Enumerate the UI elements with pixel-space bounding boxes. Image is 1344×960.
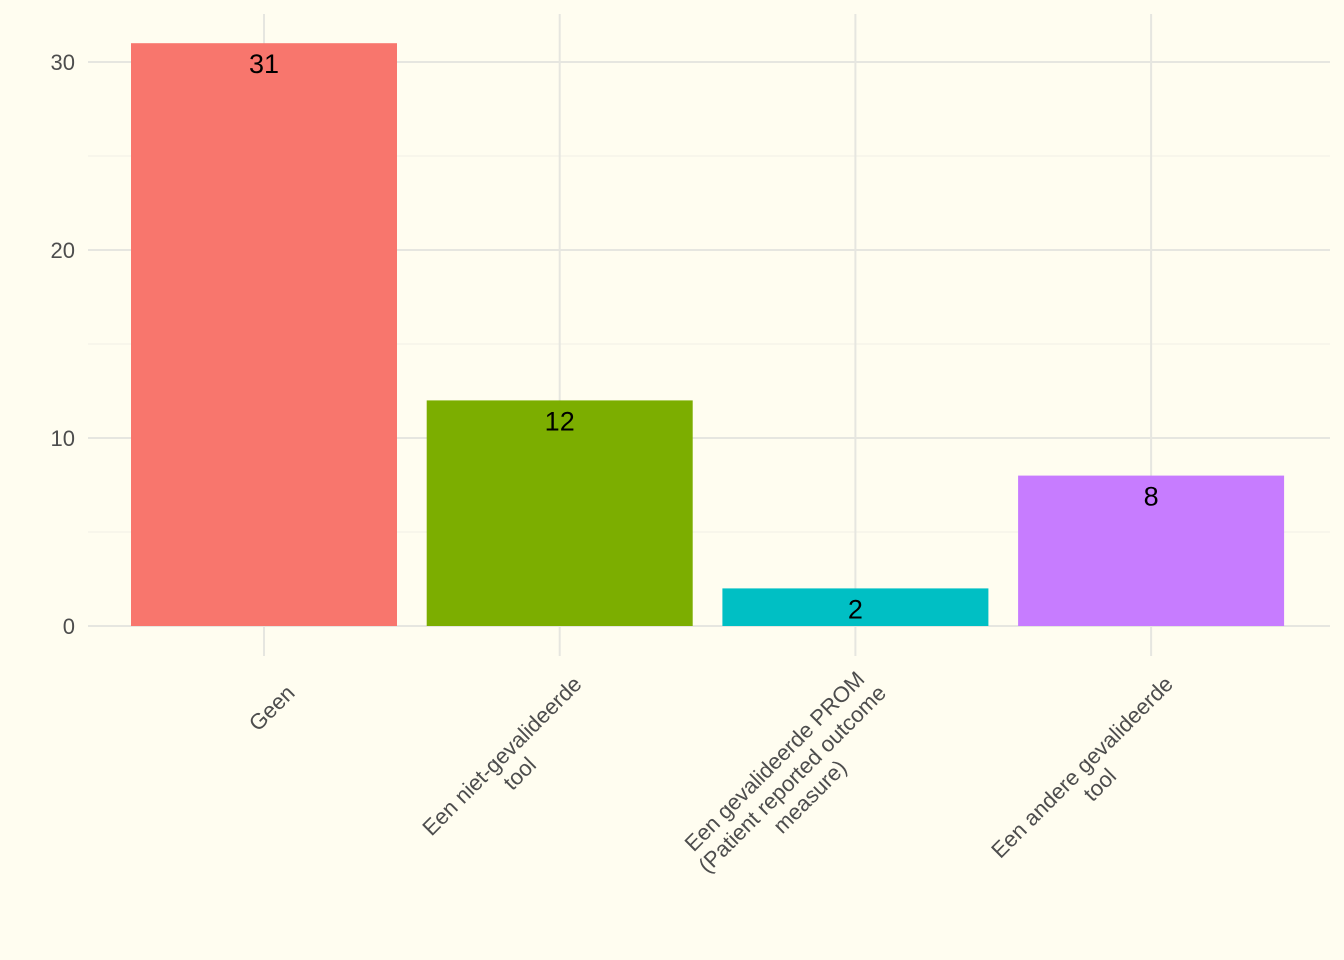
x-tick-label: Een niet-gevalideerdetool: [417, 671, 604, 858]
bar: [1018, 475, 1285, 626]
x-tick-label-line: (Patient reported outcome: [693, 680, 891, 878]
data-labels: 31 12 2 8: [249, 49, 1159, 624]
x-tick-label-text: Een niet-gevalideerdetool: [417, 671, 604, 858]
x-tick-label-text: Geen: [244, 680, 300, 736]
y-tick-label: 0: [63, 614, 75, 639]
y-axis-tick-labels: 0 10 20 30: [51, 50, 75, 639]
x-tick-label-text: Een andere gevalideerdetool: [986, 671, 1195, 880]
y-tick-label: 20: [51, 238, 75, 263]
bars: [131, 43, 1285, 626]
x-tick-label-line: Een niet-gevalideerde: [417, 671, 586, 840]
x-tick-label: Een andere gevalideerdetool: [986, 671, 1195, 880]
bar: [131, 43, 397, 626]
y-tick-label: 30: [51, 50, 75, 75]
y-tick-label: 10: [51, 426, 75, 451]
x-tick-label: Geen: [244, 680, 300, 736]
x-tick-label-text: Een gevalideerde PROM(Patient reported o…: [676, 663, 909, 896]
data-label: 12: [545, 406, 575, 436]
bar: [426, 400, 693, 626]
x-axis-tick-labels: Geen Een niet-gevalideerdetool Een gevalid…: [244, 663, 1195, 896]
x-tick-label-line: Geen: [244, 680, 300, 736]
x-tick-label: Een gevalideerde PROM(Patient reported o…: [676, 663, 909, 896]
bar: [722, 588, 989, 626]
data-label: 2: [848, 594, 863, 624]
data-label: 31: [249, 49, 279, 79]
x-tick-label-line: Een andere gevalideerde: [986, 671, 1178, 863]
data-label: 8: [1144, 482, 1159, 512]
